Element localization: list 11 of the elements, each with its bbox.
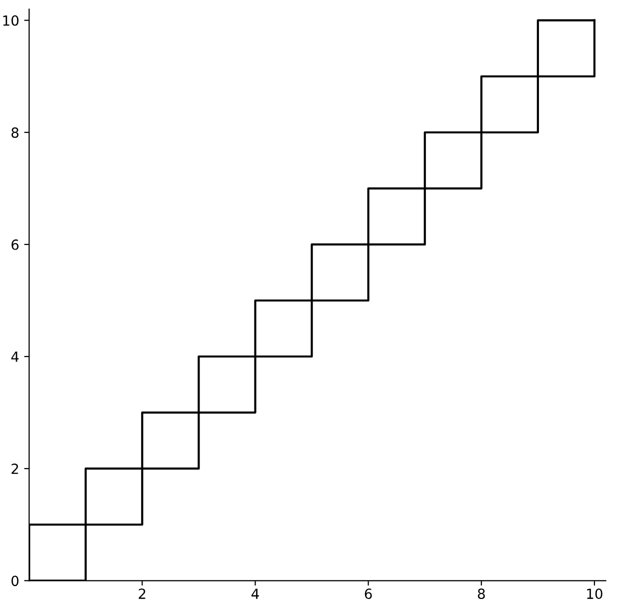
x-tick-label: 10 (587, 588, 602, 600)
y-tick-label: 8 (12, 127, 18, 138)
x-tick-label: 4 (252, 588, 259, 599)
y-tick-label: 2 (12, 464, 18, 474)
x-tick-label: 2 (138, 588, 146, 599)
y-tick-label: 4 (11, 352, 19, 362)
y-tick-label: 10 (3, 15, 18, 26)
y-tick-label: 6 (12, 239, 19, 250)
x-tick-label: 8 (478, 588, 485, 600)
y-tick-label: 0 (11, 576, 18, 586)
x-tick-label: 6 (364, 588, 372, 600)
